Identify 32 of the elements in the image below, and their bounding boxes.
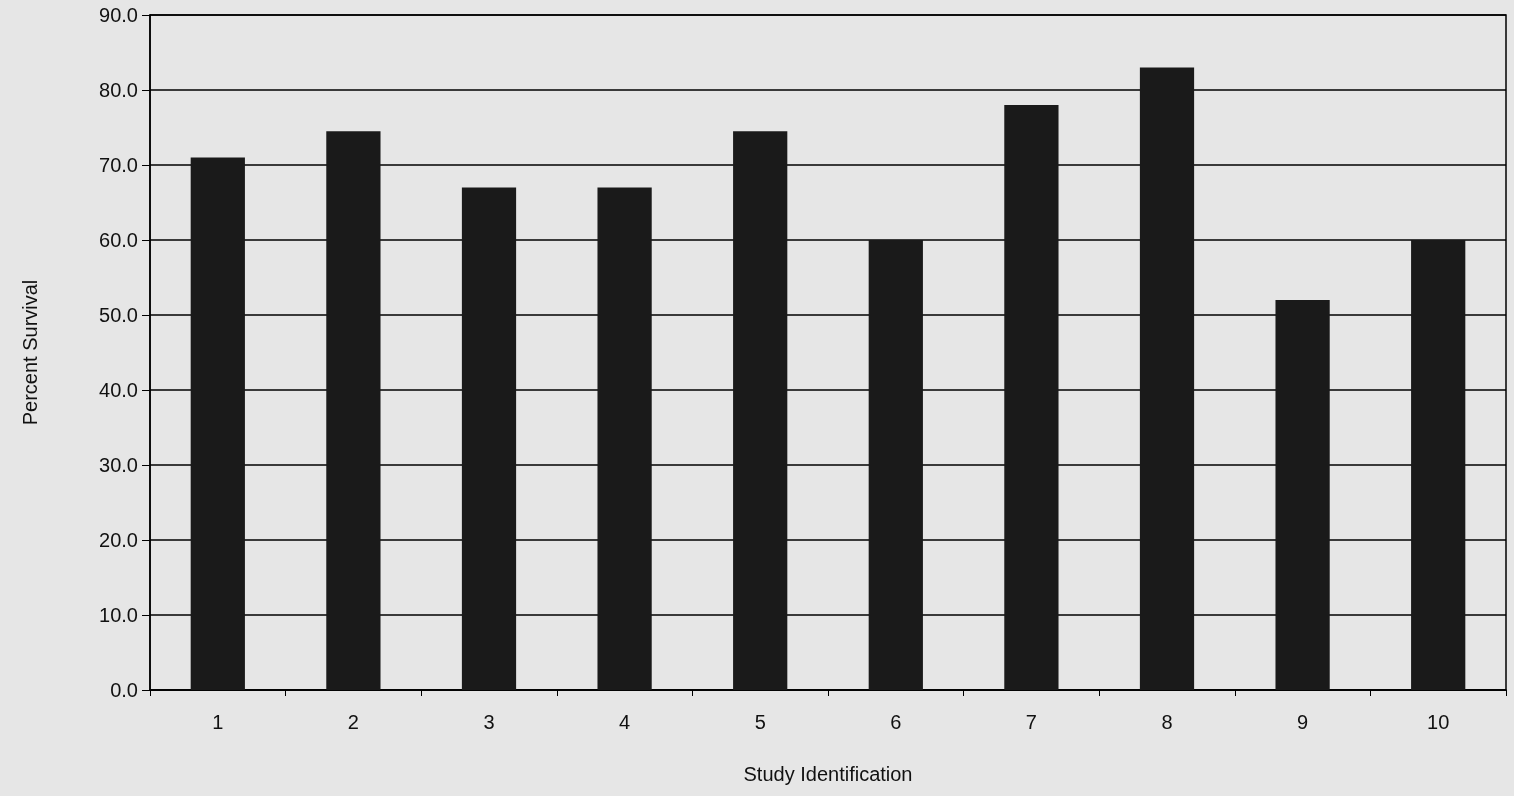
x-tick-label: 9	[1297, 711, 1309, 733]
y-tick-label: 70.0	[99, 154, 138, 176]
bar	[326, 131, 381, 690]
x-axis-title: Study Identification	[743, 763, 913, 785]
x-tick-label: 4	[619, 711, 631, 733]
y-tick-label: 10.0	[99, 604, 138, 626]
x-tick-label: 7	[1025, 711, 1037, 733]
bar	[733, 131, 788, 690]
x-tick-label: 3	[483, 711, 495, 733]
x-tick-label: 10	[1427, 711, 1450, 733]
x-tick-label: 2	[347, 711, 359, 733]
y-tick-label: 0.0	[110, 679, 138, 701]
bar	[1411, 240, 1466, 690]
y-tick-label: 60.0	[99, 229, 138, 251]
x-tick-label: 8	[1161, 711, 1173, 733]
bar	[1139, 67, 1195, 690]
y-tick-label: 50.0	[99, 304, 138, 326]
x-tick-label: 6	[890, 711, 902, 733]
bar	[461, 187, 517, 690]
bar	[868, 240, 923, 690]
y-tick-label: 30.0	[99, 454, 138, 476]
y-tick-label: 20.0	[99, 529, 138, 551]
y-tick-label: 80.0	[99, 79, 138, 101]
y-axis-title: Percent Survival	[19, 279, 41, 426]
bar	[1275, 300, 1330, 690]
y-tick-label: 90.0	[99, 4, 138, 26]
x-tick-label: 5	[754, 711, 766, 733]
y-tick-label: 40.0	[99, 379, 138, 401]
bar	[190, 157, 245, 690]
bar	[1004, 105, 1059, 690]
bar	[597, 187, 652, 690]
x-tick-label: 1	[212, 711, 224, 733]
